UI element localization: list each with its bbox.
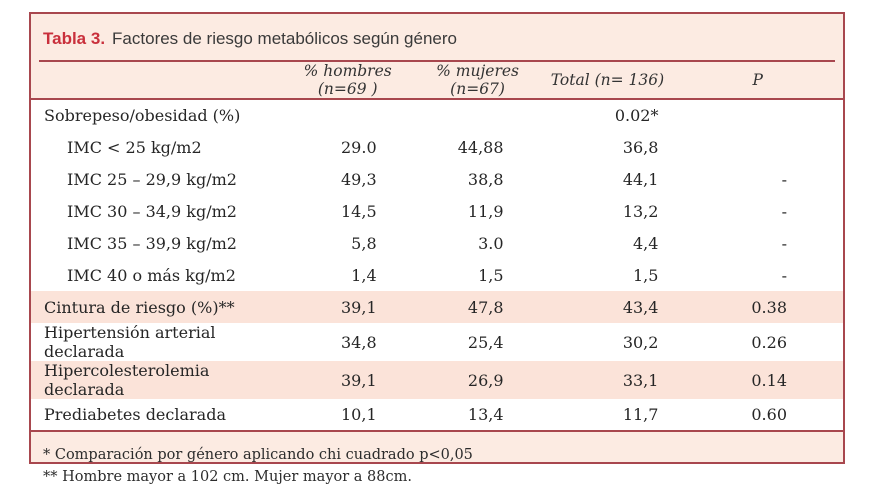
cell-total: 0.02* bbox=[542, 99, 673, 131]
cell-p: 0.26 bbox=[672, 323, 843, 361]
cell-total: 11,7 bbox=[542, 399, 673, 432]
cell-mujeres: 3.0 bbox=[412, 227, 543, 259]
cell-hombres: 39,1 bbox=[282, 361, 413, 399]
footnote-chi-squared: * Comparación por género aplicando chi c… bbox=[43, 447, 473, 463]
table-row: Prediabetes declarada 10,1 13,4 11,7 0.6… bbox=[31, 399, 843, 432]
table-title: Factores de riesgo metabólicos según gén… bbox=[112, 29, 457, 48]
cell-p: - bbox=[672, 259, 843, 291]
table-row: IMC 25 – 29,9 kg/m2 49,3 38,8 44,1 - bbox=[31, 163, 843, 195]
cell-p: 0.14 bbox=[672, 361, 843, 399]
table-row: Hipercolesterolemia declarada 39,1 26,9 … bbox=[31, 361, 843, 399]
cell-total: 33,1 bbox=[542, 361, 673, 399]
cell-hombres: 49,3 bbox=[282, 163, 413, 195]
table-number: Tabla 3. bbox=[43, 29, 106, 48]
cell-mujeres: 1,5 bbox=[412, 259, 543, 291]
cell-p bbox=[672, 99, 843, 131]
cell-mujeres: 38,8 bbox=[412, 163, 543, 195]
table-row: Sobrepeso/obesidad (%) 0.02* bbox=[31, 99, 843, 131]
row-label: Hipertensión arterial declarada bbox=[31, 323, 283, 361]
cell-total: 43,4 bbox=[542, 291, 673, 323]
cell-total: 13,2 bbox=[542, 195, 673, 227]
risk-factors-table: % hombres (n=69 ) % mujeres (n=67) Total… bbox=[31, 62, 843, 432]
row-label: IMC 30 – 34,9 kg/m2 bbox=[31, 195, 283, 227]
row-label: Sobrepeso/obesidad (%) bbox=[31, 99, 283, 131]
table-row: IMC 35 – 39,9 kg/m2 5,8 3.0 4,4 - bbox=[31, 227, 843, 259]
cell-hombres bbox=[282, 99, 413, 131]
cell-p: - bbox=[672, 163, 843, 195]
header-row: % hombres (n=69 ) % mujeres (n=67) Total… bbox=[31, 62, 843, 100]
header-p: P bbox=[672, 62, 843, 100]
table-caption: Tabla 3. Factores de riesgo metabólicos … bbox=[31, 14, 843, 60]
row-label: IMC < 25 kg/m2 bbox=[31, 131, 283, 163]
cell-hombres: 34,8 bbox=[282, 323, 413, 361]
table-row: Cintura de riesgo (%)** 39,1 47,8 43,4 0… bbox=[31, 291, 843, 323]
cell-mujeres: 11,9 bbox=[412, 195, 543, 227]
cell-total: 4,4 bbox=[542, 227, 673, 259]
table-panel: Tabla 3. Factores de riesgo metabólicos … bbox=[29, 12, 845, 485]
cell-p: - bbox=[672, 227, 843, 259]
cell-total: 30,2 bbox=[542, 323, 673, 361]
row-label: Hipercolesterolemia declarada bbox=[31, 361, 283, 399]
table-row: IMC 30 – 34,9 kg/m2 14,5 11,9 13,2 - bbox=[31, 195, 843, 227]
table-row: IMC 40 o más kg/m2 1,4 1,5 1,5 - bbox=[31, 259, 843, 291]
cell-p bbox=[672, 131, 843, 163]
cell-mujeres: 26,9 bbox=[412, 361, 543, 399]
header-hombres: % hombres (n=69 ) bbox=[282, 62, 413, 100]
row-label: IMC 25 – 29,9 kg/m2 bbox=[31, 163, 283, 195]
cell-hombres: 14,5 bbox=[282, 195, 413, 227]
header-total: Total (n= 136) bbox=[542, 62, 673, 100]
row-label: Cintura de riesgo (%)** bbox=[31, 291, 283, 323]
header-empty bbox=[31, 62, 283, 100]
cell-p: - bbox=[672, 195, 843, 227]
cell-total: 1,5 bbox=[542, 259, 673, 291]
cell-mujeres: 44,88 bbox=[412, 131, 543, 163]
cell-mujeres: 13,4 bbox=[412, 399, 543, 432]
cell-p: 0.60 bbox=[672, 399, 843, 432]
cell-hombres: 29.0 bbox=[282, 131, 413, 163]
cell-mujeres: 47,8 bbox=[412, 291, 543, 323]
footnote-waist-cutoffs: ** Hombre mayor a 102 cm. Mujer mayor a … bbox=[43, 469, 412, 486]
table-row: IMC < 25 kg/m2 29.0 44,88 36,8 bbox=[31, 131, 843, 163]
header-mujeres: % mujeres (n=67) bbox=[412, 62, 543, 100]
cell-hombres: 5,8 bbox=[282, 227, 413, 259]
cell-mujeres bbox=[412, 99, 543, 131]
cell-mujeres: 25,4 bbox=[412, 323, 543, 361]
row-label: IMC 40 o más kg/m2 bbox=[31, 259, 283, 291]
cell-hombres: 1,4 bbox=[282, 259, 413, 291]
footnotes: * Comparación por género aplicando chi c… bbox=[31, 432, 843, 489]
row-label: IMC 35 – 39,9 kg/m2 bbox=[31, 227, 283, 259]
table-row: Hipertensión arterial declarada 34,8 25,… bbox=[31, 323, 843, 361]
cell-p: 0.38 bbox=[672, 291, 843, 323]
row-label: Prediabetes declarada bbox=[31, 399, 283, 432]
cell-total: 44,1 bbox=[542, 163, 673, 195]
cell-total: 36,8 bbox=[542, 131, 673, 163]
divider-top bbox=[39, 60, 835, 62]
cell-hombres: 39,1 bbox=[282, 291, 413, 323]
cell-hombres: 10,1 bbox=[282, 399, 413, 432]
